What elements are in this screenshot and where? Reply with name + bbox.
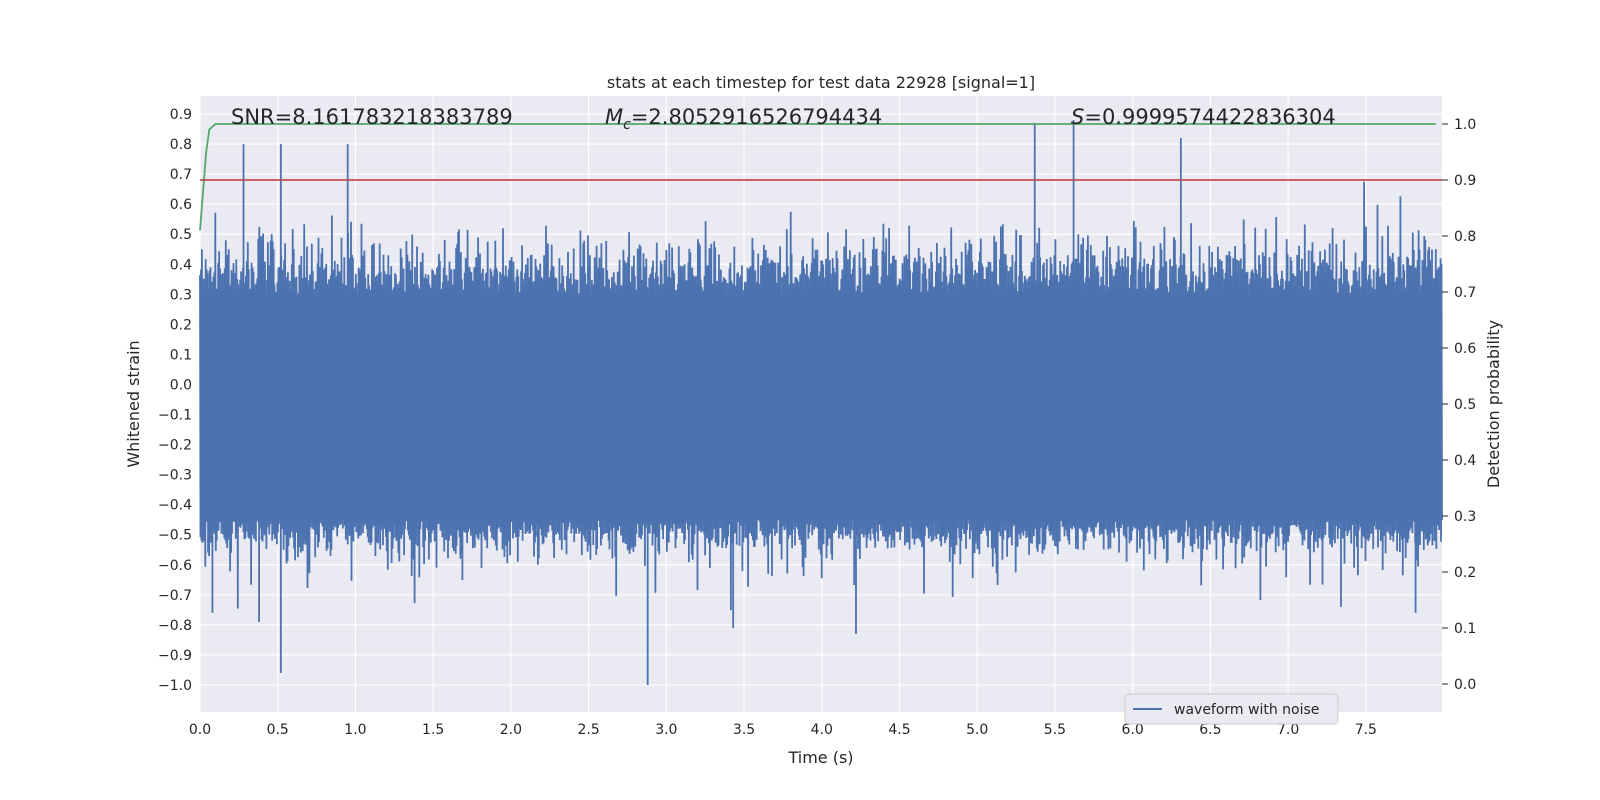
x-tick-label: 6.5: [1199, 722, 1221, 738]
waveform-line: [199, 181, 1443, 611]
left-y-tick-label: 0.9: [170, 107, 192, 123]
left-y-tick-label: −0.6: [158, 558, 192, 574]
right-y-tick-label: 0.9: [1454, 173, 1476, 189]
right-y-axis-label: Detection probability: [1484, 320, 1503, 488]
snr-annotation: SNR=8.161783218383789: [231, 105, 513, 129]
left-y-tick-label: 0.8: [170, 137, 192, 153]
legend-box: [1124, 693, 1339, 725]
right-y-tick-label: 0.3: [1454, 509, 1476, 525]
chirp-mass-annotation: Mc=2.8052916526794434: [605, 105, 882, 133]
x-tick-label: 1.5: [422, 722, 444, 738]
right-y-tick-label: 1.0: [1454, 117, 1476, 133]
left-y-tick-label: −0.4: [158, 498, 192, 514]
x-tick-label: 5.5: [1044, 722, 1066, 738]
left-y-tick-label: 0.4: [170, 257, 192, 273]
left-y-tick-label: 0.7: [170, 167, 192, 183]
x-tick-label: 4.5: [888, 722, 910, 738]
waveform-series: [199, 120, 1443, 685]
left-y-tick-label: −0.3: [158, 468, 192, 484]
x-tick-label: 4.0: [811, 722, 833, 738]
chart-title: stats at each timestep for test data 229…: [607, 73, 1035, 92]
left-y-axis-label: Whitened strain: [124, 340, 143, 467]
score-symbol: S: [1071, 105, 1084, 129]
left-y-tick-label: 0.6: [170, 197, 192, 213]
legend: waveform with noise: [1124, 693, 1339, 725]
right-y-tick-label: 0.4: [1454, 453, 1476, 469]
left-y-tick-label: −0.5: [158, 528, 192, 544]
right-y-tick-label: 0.6: [1454, 341, 1476, 357]
chirp-mass-value: =2.8052916526794434: [631, 105, 882, 129]
left-y-tick-label: 0.3: [170, 287, 192, 303]
right-y-tick-label: 0.5: [1454, 397, 1476, 413]
left-y-axis-ticks: 0.9 0.8 0.7 0.6 0.5 0.4 0.3 0.2 0.1 0.0 −0.1 −0.2 −0…: [158, 107, 192, 694]
legend-label-waveform: waveform with noise: [1174, 702, 1319, 718]
x-tick-label: 2.5: [577, 722, 599, 738]
x-tick-label: 1.0: [344, 722, 366, 738]
x-tick-label: 3.0: [655, 722, 677, 738]
left-y-tick-label: −1.0: [158, 678, 192, 694]
right-y-tick-label: 0.0: [1454, 677, 1476, 693]
left-y-tick-label: −0.2: [158, 438, 192, 454]
left-y-tick-label: 0.0: [170, 377, 192, 393]
right-y-tick-label: 0.1: [1454, 621, 1476, 637]
probability-line: [199, 123, 1436, 231]
left-y-tick-label: 0.1: [170, 347, 192, 363]
score-annotation: S=0.9999574422836304: [1071, 105, 1336, 129]
right-y-tick-label: 0.8: [1454, 229, 1476, 245]
left-y-tick-label: −0.9: [158, 648, 192, 664]
x-tick-label: 0.0: [189, 722, 211, 738]
left-y-tick-label: 0.5: [170, 227, 192, 243]
x-tick-label: 2.0: [500, 722, 522, 738]
x-tick-label: 3.5: [733, 722, 755, 738]
probability-series: [199, 123, 1436, 231]
score-value: =0.9999574422836304: [1084, 105, 1335, 129]
x-tick-label: 5.0: [966, 722, 988, 738]
right-y-tick-label: 0.2: [1454, 565, 1476, 581]
x-axis-label: Time (s): [787, 748, 853, 767]
x-tick-label: 0.5: [267, 722, 289, 738]
x-tick-label: 7.0: [1277, 722, 1299, 738]
right-y-axis-ticks: 1.0 0.9 0.8 0.7 0.6 0.5 0.4 0.3 0.2 0.1 0.0: [1442, 117, 1476, 693]
x-tick-label: 6.0: [1122, 722, 1144, 738]
left-y-tick-label: −0.8: [158, 618, 192, 634]
left-y-tick-label: −0.1: [158, 408, 192, 424]
left-y-tick-label: 0.2: [170, 317, 192, 333]
chirp-mass-subscript: c: [623, 117, 631, 133]
right-y-tick-label: 0.7: [1454, 285, 1476, 301]
x-tick-label: 7.5: [1355, 722, 1377, 738]
left-y-tick-label: −0.7: [158, 588, 192, 604]
chirp-mass-symbol: M: [605, 105, 623, 129]
x-axis-ticks: 0.0 0.5 1.0 1.5 2.0 2.5 3.0 3.5 4.0 4.5 5.0 5.5 6.0 6…: [189, 722, 1377, 738]
